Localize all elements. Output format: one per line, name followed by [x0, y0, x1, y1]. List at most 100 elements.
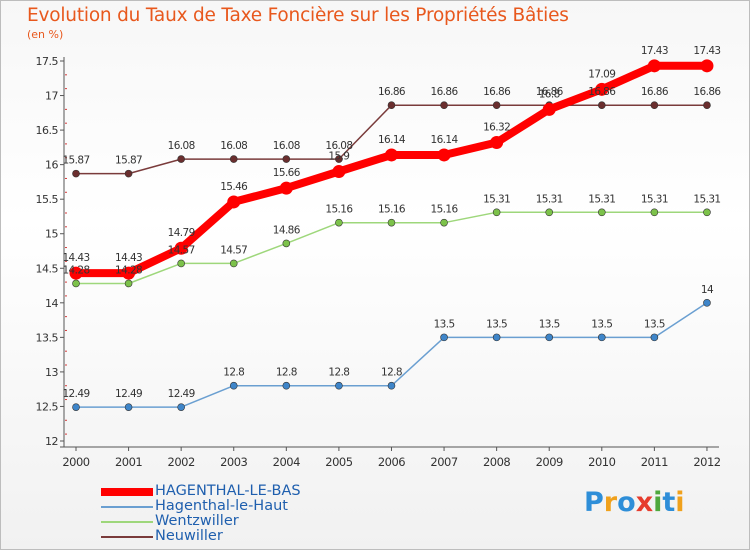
data-point	[545, 208, 554, 217]
x-tick-label: 2001	[115, 455, 142, 469]
data-label: 13.5	[539, 318, 560, 330]
data-point	[597, 208, 606, 217]
data-point	[124, 279, 133, 288]
data-label: 15.46	[220, 181, 248, 193]
data-label: 16.86	[588, 86, 616, 98]
data-label: 15.87	[115, 155, 142, 167]
data-label: 16.08	[325, 140, 352, 152]
data-label: 16.86	[431, 86, 459, 98]
data-point	[229, 155, 238, 163]
data-point	[332, 165, 346, 179]
chart-title: Evolution du Taux de Taxe Foncière sur l…	[27, 5, 569, 26]
legend-swatch	[101, 488, 153, 496]
data-point	[124, 169, 133, 178]
data-label: 15.66	[273, 167, 301, 179]
logo-letter: P	[584, 487, 604, 518]
data-point	[440, 333, 448, 342]
data-label: 15.16	[325, 204, 353, 216]
data-point	[440, 101, 448, 110]
data-point	[227, 195, 241, 209]
data-point	[387, 218, 396, 227]
data-label: 15.31	[588, 193, 615, 205]
data-label: 16.08	[168, 140, 195, 152]
data-point	[335, 155, 343, 163]
x-tick-label: 2009	[536, 455, 563, 469]
data-point	[440, 218, 448, 227]
data-label: 16.86	[693, 86, 721, 98]
logo-letter: i	[675, 487, 685, 518]
data-label: 15.9	[328, 151, 349, 163]
data-point	[703, 299, 711, 307]
y-tick-label: 12	[45, 435, 58, 448]
data-point	[597, 333, 606, 342]
data-point	[282, 155, 291, 163]
data-label: 14.79	[168, 227, 195, 239]
data-label: 16.08	[273, 140, 300, 152]
data-point	[492, 208, 501, 217]
x-tick-label: 2004	[273, 455, 300, 469]
data-label: 16.14	[431, 134, 459, 146]
data-point	[72, 403, 80, 411]
data-label: 15.31	[536, 193, 563, 205]
data-point	[387, 101, 396, 110]
data-point	[335, 381, 343, 390]
data-label: 14.57	[168, 244, 195, 256]
data-point	[282, 381, 291, 390]
data-label: 12.8	[223, 367, 244, 379]
data-point	[72, 279, 80, 288]
data-point	[122, 266, 136, 280]
data-label: 12.8	[381, 367, 402, 379]
legend-swatch	[101, 536, 153, 538]
logo-letter: x	[635, 487, 654, 518]
x-tick-label: 2002	[168, 455, 195, 469]
logo-letter: o	[617, 487, 636, 518]
data-point	[72, 169, 80, 178]
data-label: 14.86	[273, 224, 301, 236]
data-label: 12.49	[115, 388, 142, 400]
data-label: 17.43	[641, 45, 668, 57]
x-tick-label: 2003	[220, 455, 247, 469]
data-label: 15.16	[431, 204, 459, 216]
unit-label: (en %)	[27, 28, 64, 41]
y-tick-label: 17	[45, 90, 58, 103]
data-label: 12.8	[276, 367, 297, 379]
legend-label: Hagenthal-le-Haut	[155, 498, 288, 514]
y-tick-label: 13	[45, 366, 58, 379]
x-tick-label: 2006	[378, 455, 405, 469]
data-label: 13.5	[434, 318, 455, 330]
data-label: 14	[701, 284, 714, 296]
data-point	[124, 403, 133, 411]
x-tick-label: 2011	[641, 455, 668, 469]
data-label: 16.14	[378, 134, 406, 146]
legend-label: Wentzwiller	[155, 513, 239, 529]
data-label: 15.16	[378, 204, 406, 216]
data-point	[647, 59, 661, 73]
x-tick-label: 2012	[693, 455, 720, 469]
data-point	[384, 148, 398, 162]
data-label: 16.86	[378, 86, 406, 98]
data-label: 15.31	[641, 193, 668, 205]
legend-label: Neuwiller	[155, 528, 223, 544]
data-point	[69, 266, 83, 280]
data-point	[335, 218, 343, 227]
y-tick-label: 14	[45, 297, 58, 310]
data-label: 14.57	[220, 244, 247, 256]
data-point	[542, 102, 556, 116]
data-label: 12.8	[328, 367, 349, 379]
data-label: 16.86	[536, 86, 564, 98]
y-tick-label: 16	[45, 159, 58, 172]
proxiti-logo: Proxiti	[584, 487, 685, 518]
data-label: 17.43	[693, 45, 720, 57]
logo-letter: t	[662, 487, 676, 518]
data-label: 12.49	[62, 388, 89, 400]
data-point	[700, 59, 714, 73]
data-point	[650, 101, 659, 110]
logo-letter: i	[653, 487, 663, 518]
data-point	[492, 333, 501, 342]
data-label: 15.31	[483, 193, 510, 205]
y-tick-label: 15.5	[36, 193, 59, 206]
y-tick-label: 17.5	[36, 55, 59, 68]
data-label: 17.09	[588, 68, 615, 80]
